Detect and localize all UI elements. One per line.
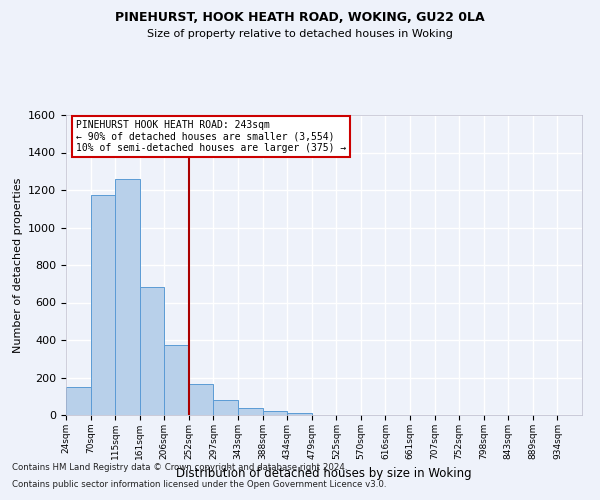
Bar xyxy=(189,384,214,415)
Bar xyxy=(287,413,312,415)
Text: Contains public sector information licensed under the Open Government Licence v3: Contains public sector information licen… xyxy=(12,480,386,489)
Bar xyxy=(164,344,189,415)
X-axis label: Distribution of detached houses by size in Woking: Distribution of detached houses by size … xyxy=(176,468,472,480)
Bar xyxy=(238,408,263,415)
Bar xyxy=(66,387,91,415)
Bar xyxy=(91,194,115,415)
Y-axis label: Number of detached properties: Number of detached properties xyxy=(13,178,23,352)
Bar xyxy=(140,286,164,415)
Bar xyxy=(263,411,287,415)
Text: PINEHURST, HOOK HEATH ROAD, WOKING, GU22 0LA: PINEHURST, HOOK HEATH ROAD, WOKING, GU22… xyxy=(115,11,485,24)
Bar xyxy=(115,179,140,415)
Text: Size of property relative to detached houses in Woking: Size of property relative to detached ho… xyxy=(147,29,453,39)
Text: PINEHURST HOOK HEATH ROAD: 243sqm
← 90% of detached houses are smaller (3,554)
1: PINEHURST HOOK HEATH ROAD: 243sqm ← 90% … xyxy=(76,120,347,152)
Text: Contains HM Land Registry data © Crown copyright and database right 2024.: Contains HM Land Registry data © Crown c… xyxy=(12,464,347,472)
Bar xyxy=(214,400,238,415)
